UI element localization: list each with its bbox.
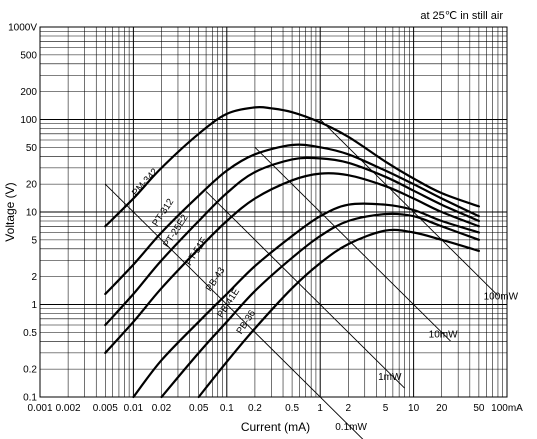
power-line-label: 100mW bbox=[484, 291, 519, 302]
power-line bbox=[254, 147, 452, 342]
series-label: PT-312 bbox=[150, 197, 176, 229]
series-curve bbox=[104, 172, 480, 354]
series-labels: PM-342PT-312PT-25E2PT-51FPB-43PB-41EPB-3… bbox=[130, 166, 258, 336]
x-tick-label: 1 bbox=[317, 403, 323, 414]
x-tick-label: 50 bbox=[473, 403, 485, 414]
y-tick-label: 5 bbox=[31, 235, 37, 246]
y-tick-label: 500 bbox=[20, 50, 37, 61]
y-tick-label: 0.5 bbox=[23, 328, 37, 339]
series-curve bbox=[132, 202, 480, 399]
y-tick-label: 200 bbox=[20, 87, 37, 98]
series-label: PB-43 bbox=[204, 265, 228, 293]
series-curve bbox=[197, 228, 480, 399]
y-tick-label: 50 bbox=[26, 143, 38, 154]
x-tick-labels: 0.001 0.002 0.005 0.01 0.02 0.05 0.1 0.2 0.5 1 2 5 1… bbox=[27, 403, 523, 414]
y-tick-label: 2 bbox=[31, 272, 37, 283]
x-tick-label: 0.001 bbox=[27, 403, 52, 414]
y-tick-label: 1000V bbox=[8, 23, 37, 34]
x-tick-label: 0.02 bbox=[152, 403, 172, 414]
power-line bbox=[319, 119, 499, 296]
y-tick-label: 1 bbox=[31, 300, 37, 311]
y-tick-label: 0.1 bbox=[23, 393, 37, 404]
x-tick-label: 0.05 bbox=[189, 403, 209, 414]
x-tick-label: 5 bbox=[383, 403, 389, 414]
x-tick-label: 0.005 bbox=[93, 403, 118, 414]
y-tick-label: 0.2 bbox=[23, 365, 37, 376]
y-axis-title: Voltage (V) bbox=[3, 182, 17, 241]
grid bbox=[40, 27, 507, 397]
x-tick-label: 0.2 bbox=[248, 403, 262, 414]
y-tick-label: 20 bbox=[26, 180, 38, 191]
x-tick-label: 20 bbox=[436, 403, 448, 414]
x-tick-label: 2 bbox=[346, 403, 352, 414]
y-tick-labels: 0.1 0.2 0.5 1 2 5 10 20 50 100 200 500 1000V bbox=[8, 23, 37, 404]
series-curve bbox=[104, 143, 480, 296]
power-line-label: 0.1mW bbox=[335, 422, 367, 433]
x-axis-title: Current (mA) bbox=[241, 420, 310, 434]
x-tick-label: 0.5 bbox=[285, 403, 299, 414]
x-tick-label: 10 bbox=[408, 403, 420, 414]
x-tick-label: 0.1 bbox=[220, 403, 234, 414]
x-tick-label: 0.01 bbox=[124, 403, 144, 414]
series-curve bbox=[104, 105, 480, 228]
y-tick-label: 10 bbox=[26, 208, 38, 219]
series-label: PM-342 bbox=[130, 166, 160, 198]
series-curves bbox=[104, 105, 480, 399]
power-line bbox=[205, 191, 405, 389]
plot-frame bbox=[39, 26, 508, 398]
power-line-label: 1mW bbox=[378, 372, 402, 383]
series-curve bbox=[104, 156, 480, 327]
x-tick-label: 100mA bbox=[491, 403, 523, 414]
series-curve bbox=[160, 212, 480, 399]
y-tick-label: 100 bbox=[20, 115, 37, 126]
power-line-label: 10mW bbox=[429, 329, 458, 340]
x-tick-label: 0.002 bbox=[56, 403, 81, 414]
chart-note: at 25℃ in still air bbox=[420, 10, 503, 22]
series-label: PB-41E bbox=[215, 286, 242, 319]
